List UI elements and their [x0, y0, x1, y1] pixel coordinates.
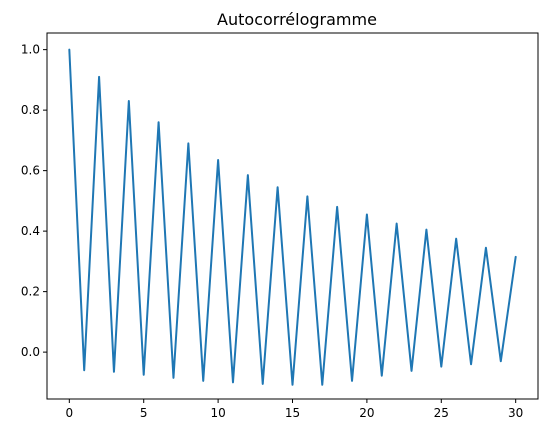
- x-tick-label: 25: [434, 406, 449, 420]
- x-tick-label: 20: [359, 406, 374, 420]
- x-axis: 0 5 10 15 20 25 30: [65, 399, 523, 420]
- y-tick-label: 0.8: [21, 103, 40, 117]
- y-tick-label: 1.0: [21, 43, 40, 57]
- x-tick-label: 0: [65, 406, 73, 420]
- x-tick-label: 10: [210, 406, 225, 420]
- series-line: [68, 48, 517, 386]
- x-tick-label: 15: [285, 406, 300, 420]
- y-tick-label: 0.2: [21, 285, 40, 299]
- x-tick-label: 5: [140, 406, 148, 420]
- y-tick-label: 0.0: [21, 345, 40, 359]
- y-axis: 0.0 0.2 0.4 0.6 0.8 1.0: [21, 43, 47, 359]
- y-tick-label: 0.6: [21, 164, 40, 178]
- series-layer: [68, 48, 517, 386]
- chart-title: Autocorrélogramme: [217, 10, 377, 29]
- plot-area: 0 5 10 15 20 25 30 0.0 0.2 0.4 0.6 0.8 1.0: [21, 32, 539, 420]
- y-tick-label: 0.4: [21, 224, 40, 238]
- axes-frame: [46, 32, 539, 400]
- x-tick-label: 30: [508, 406, 523, 420]
